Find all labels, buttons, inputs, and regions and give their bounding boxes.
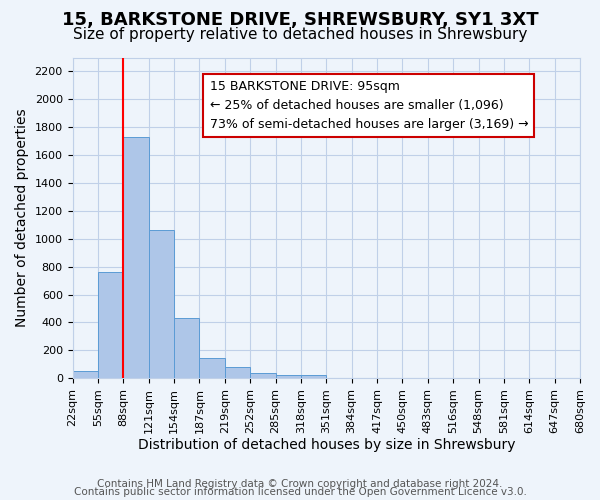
Text: Contains HM Land Registry data © Crown copyright and database right 2024.: Contains HM Land Registry data © Crown c… [97, 479, 503, 489]
Bar [123, 137, 149, 378]
Bar [199, 358, 225, 378]
Bar [174, 318, 199, 378]
Bar [149, 230, 174, 378]
Bar [301, 376, 326, 378]
Bar [275, 374, 301, 378]
Text: Contains public sector information licensed under the Open Government Licence v3: Contains public sector information licen… [74, 487, 526, 497]
Bar [73, 370, 98, 378]
X-axis label: Distribution of detached houses by size in Shrewsbury: Distribution of detached houses by size … [137, 438, 515, 452]
Text: Size of property relative to detached houses in Shrewsbury: Size of property relative to detached ho… [73, 28, 527, 42]
Bar [98, 272, 123, 378]
Y-axis label: Number of detached properties: Number of detached properties [15, 108, 29, 327]
Text: 15, BARKSTONE DRIVE, SHREWSBURY, SY1 3XT: 15, BARKSTONE DRIVE, SHREWSBURY, SY1 3XT [62, 12, 538, 30]
Bar [250, 372, 275, 378]
Bar [225, 367, 250, 378]
Text: 15 BARKSTONE DRIVE: 95sqm
← 25% of detached houses are smaller (1,096)
73% of se: 15 BARKSTONE DRIVE: 95sqm ← 25% of detac… [209, 80, 528, 131]
